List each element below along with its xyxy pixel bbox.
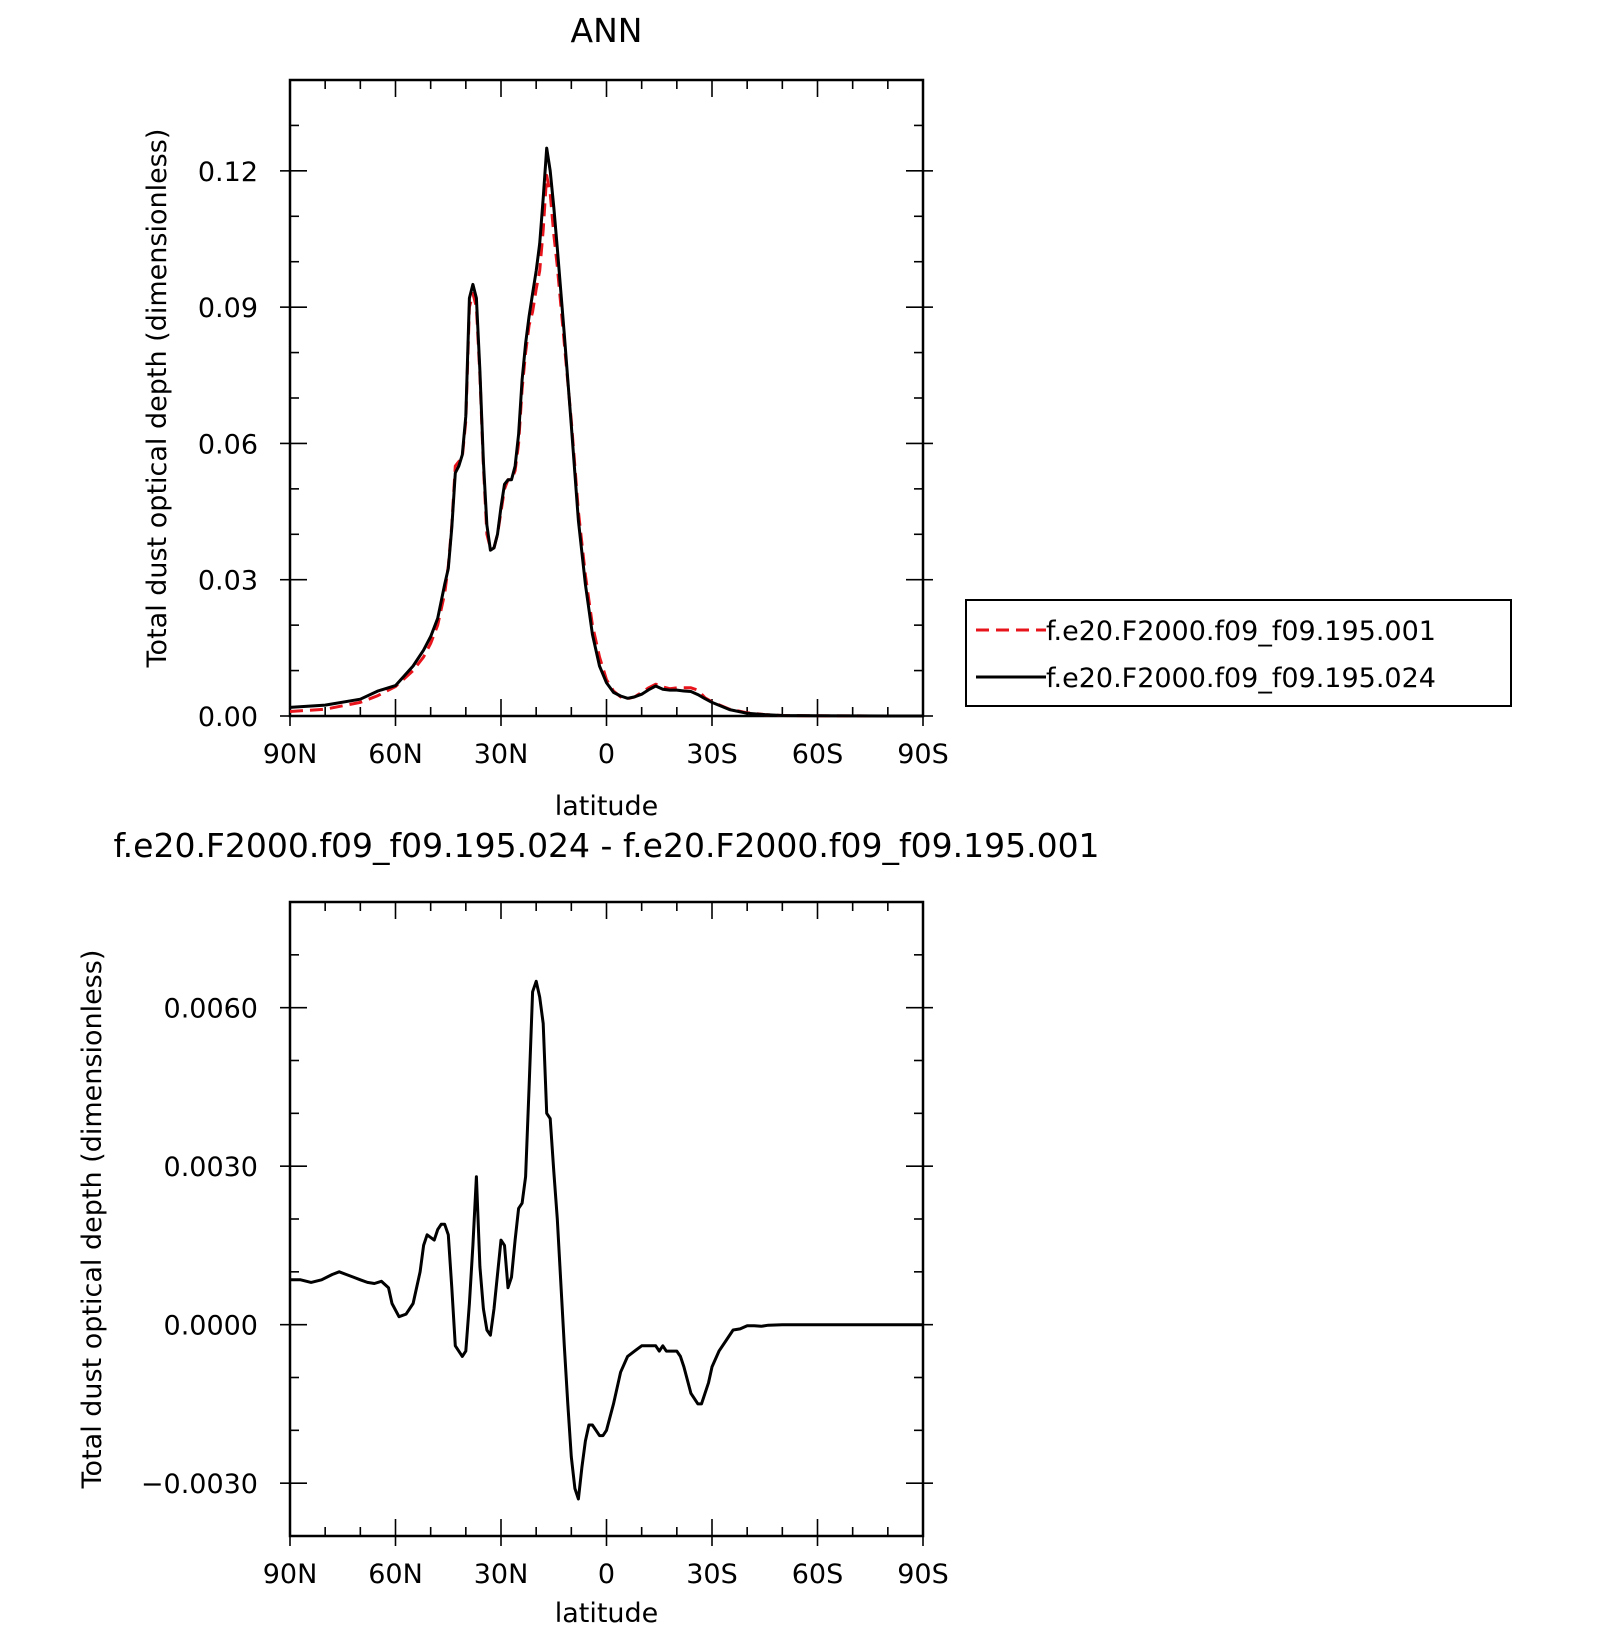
bottom-y-axis-title: Total dust optical depth (dimensionless) bbox=[77, 950, 108, 1490]
top-x-tick-label: 90S bbox=[897, 739, 949, 770]
top-x-tick-label: 60N bbox=[368, 739, 423, 770]
bottom-y-tick-label: 0.0060 bbox=[164, 994, 258, 1025]
top-x-tick-label: 30S bbox=[686, 739, 738, 770]
top-y-tick-label: 0.12 bbox=[198, 157, 258, 188]
bottom-x-tick-label: 60S bbox=[792, 1559, 844, 1590]
top-y-tick-label: 0.03 bbox=[198, 566, 258, 597]
bottom-chart-title: f.e20.F2000.f09_f09.195.024 - f.e20.F200… bbox=[113, 826, 1099, 865]
bottom-plot-frame bbox=[288, 900, 925, 1538]
top-panel: ANN 90N 60N 30N 0 30S 60S 90S 0.00 0.03 0.06 0.09 0.… bbox=[142, 11, 949, 822]
bottom-y-tick-label: 0.0000 bbox=[164, 1311, 258, 1342]
bottom-x-tick-label: 90S bbox=[897, 1559, 949, 1590]
legend-label-0: f.e20.F2000.f09_f09.195.001 bbox=[1046, 616, 1436, 647]
bottom-x-tick-label: 60N bbox=[368, 1559, 423, 1590]
bottom-x-tick-label: 90N bbox=[263, 1559, 318, 1590]
bottom-series-line-0 bbox=[290, 979, 923, 1501]
bottom-x-tick-label: 0 bbox=[598, 1559, 615, 1590]
bottom-x-tick-label: 30S bbox=[686, 1559, 738, 1590]
top-x-tick-label: 60S bbox=[792, 739, 844, 770]
legend: f.e20.F2000.f09_f09.195.001 f.e20.F2000.f… bbox=[965, 599, 1512, 707]
bottom-y-tick-label: 0.0030 bbox=[164, 1152, 258, 1183]
bottom-y-tick-label: −0.0030 bbox=[141, 1469, 258, 1500]
bottom-x-tick-label: 30N bbox=[474, 1559, 529, 1590]
bottom-panel: f.e20.F2000.f09_f09.195.024 - f.e20.F200… bbox=[77, 826, 1100, 1629]
top-series-line-1 bbox=[289, 146, 923, 718]
top-x-tick-label: 30N bbox=[474, 739, 529, 770]
legend-box bbox=[965, 599, 1512, 707]
legend-label-1: f.e20.F2000.f09_f09.195.024 bbox=[1046, 663, 1436, 694]
top-plot-frame bbox=[288, 78, 925, 718]
top-series-line-0 bbox=[289, 173, 923, 718]
top-x-axis-title: latitude bbox=[555, 791, 659, 822]
top-x-tick-label: 90N bbox=[263, 739, 318, 770]
top-x-tick-label: 0 bbox=[598, 739, 615, 770]
top-y-axis-title: Total dust optical depth (dimensionless) bbox=[142, 129, 173, 669]
top-y-tick-label: 0.06 bbox=[198, 429, 258, 460]
top-y-tick-label: 0.00 bbox=[198, 702, 258, 733]
bottom-x-axis-title: latitude bbox=[555, 1598, 659, 1629]
top-chart-title: ANN bbox=[571, 11, 643, 50]
top-y-tick-label: 0.09 bbox=[198, 293, 258, 324]
